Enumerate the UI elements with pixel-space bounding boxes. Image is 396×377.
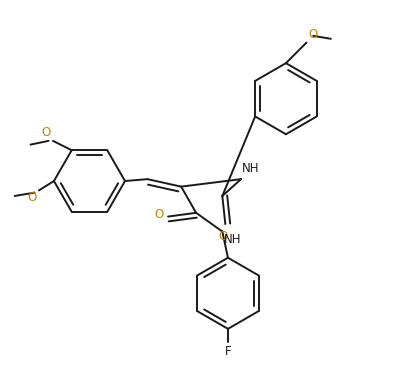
Text: O: O xyxy=(219,230,228,243)
Text: O: O xyxy=(154,208,164,221)
Text: NH: NH xyxy=(224,233,242,247)
Text: O: O xyxy=(28,192,37,204)
Text: F: F xyxy=(225,345,231,357)
Text: O: O xyxy=(42,126,51,139)
Text: NH: NH xyxy=(242,162,260,175)
Text: O: O xyxy=(308,28,318,41)
